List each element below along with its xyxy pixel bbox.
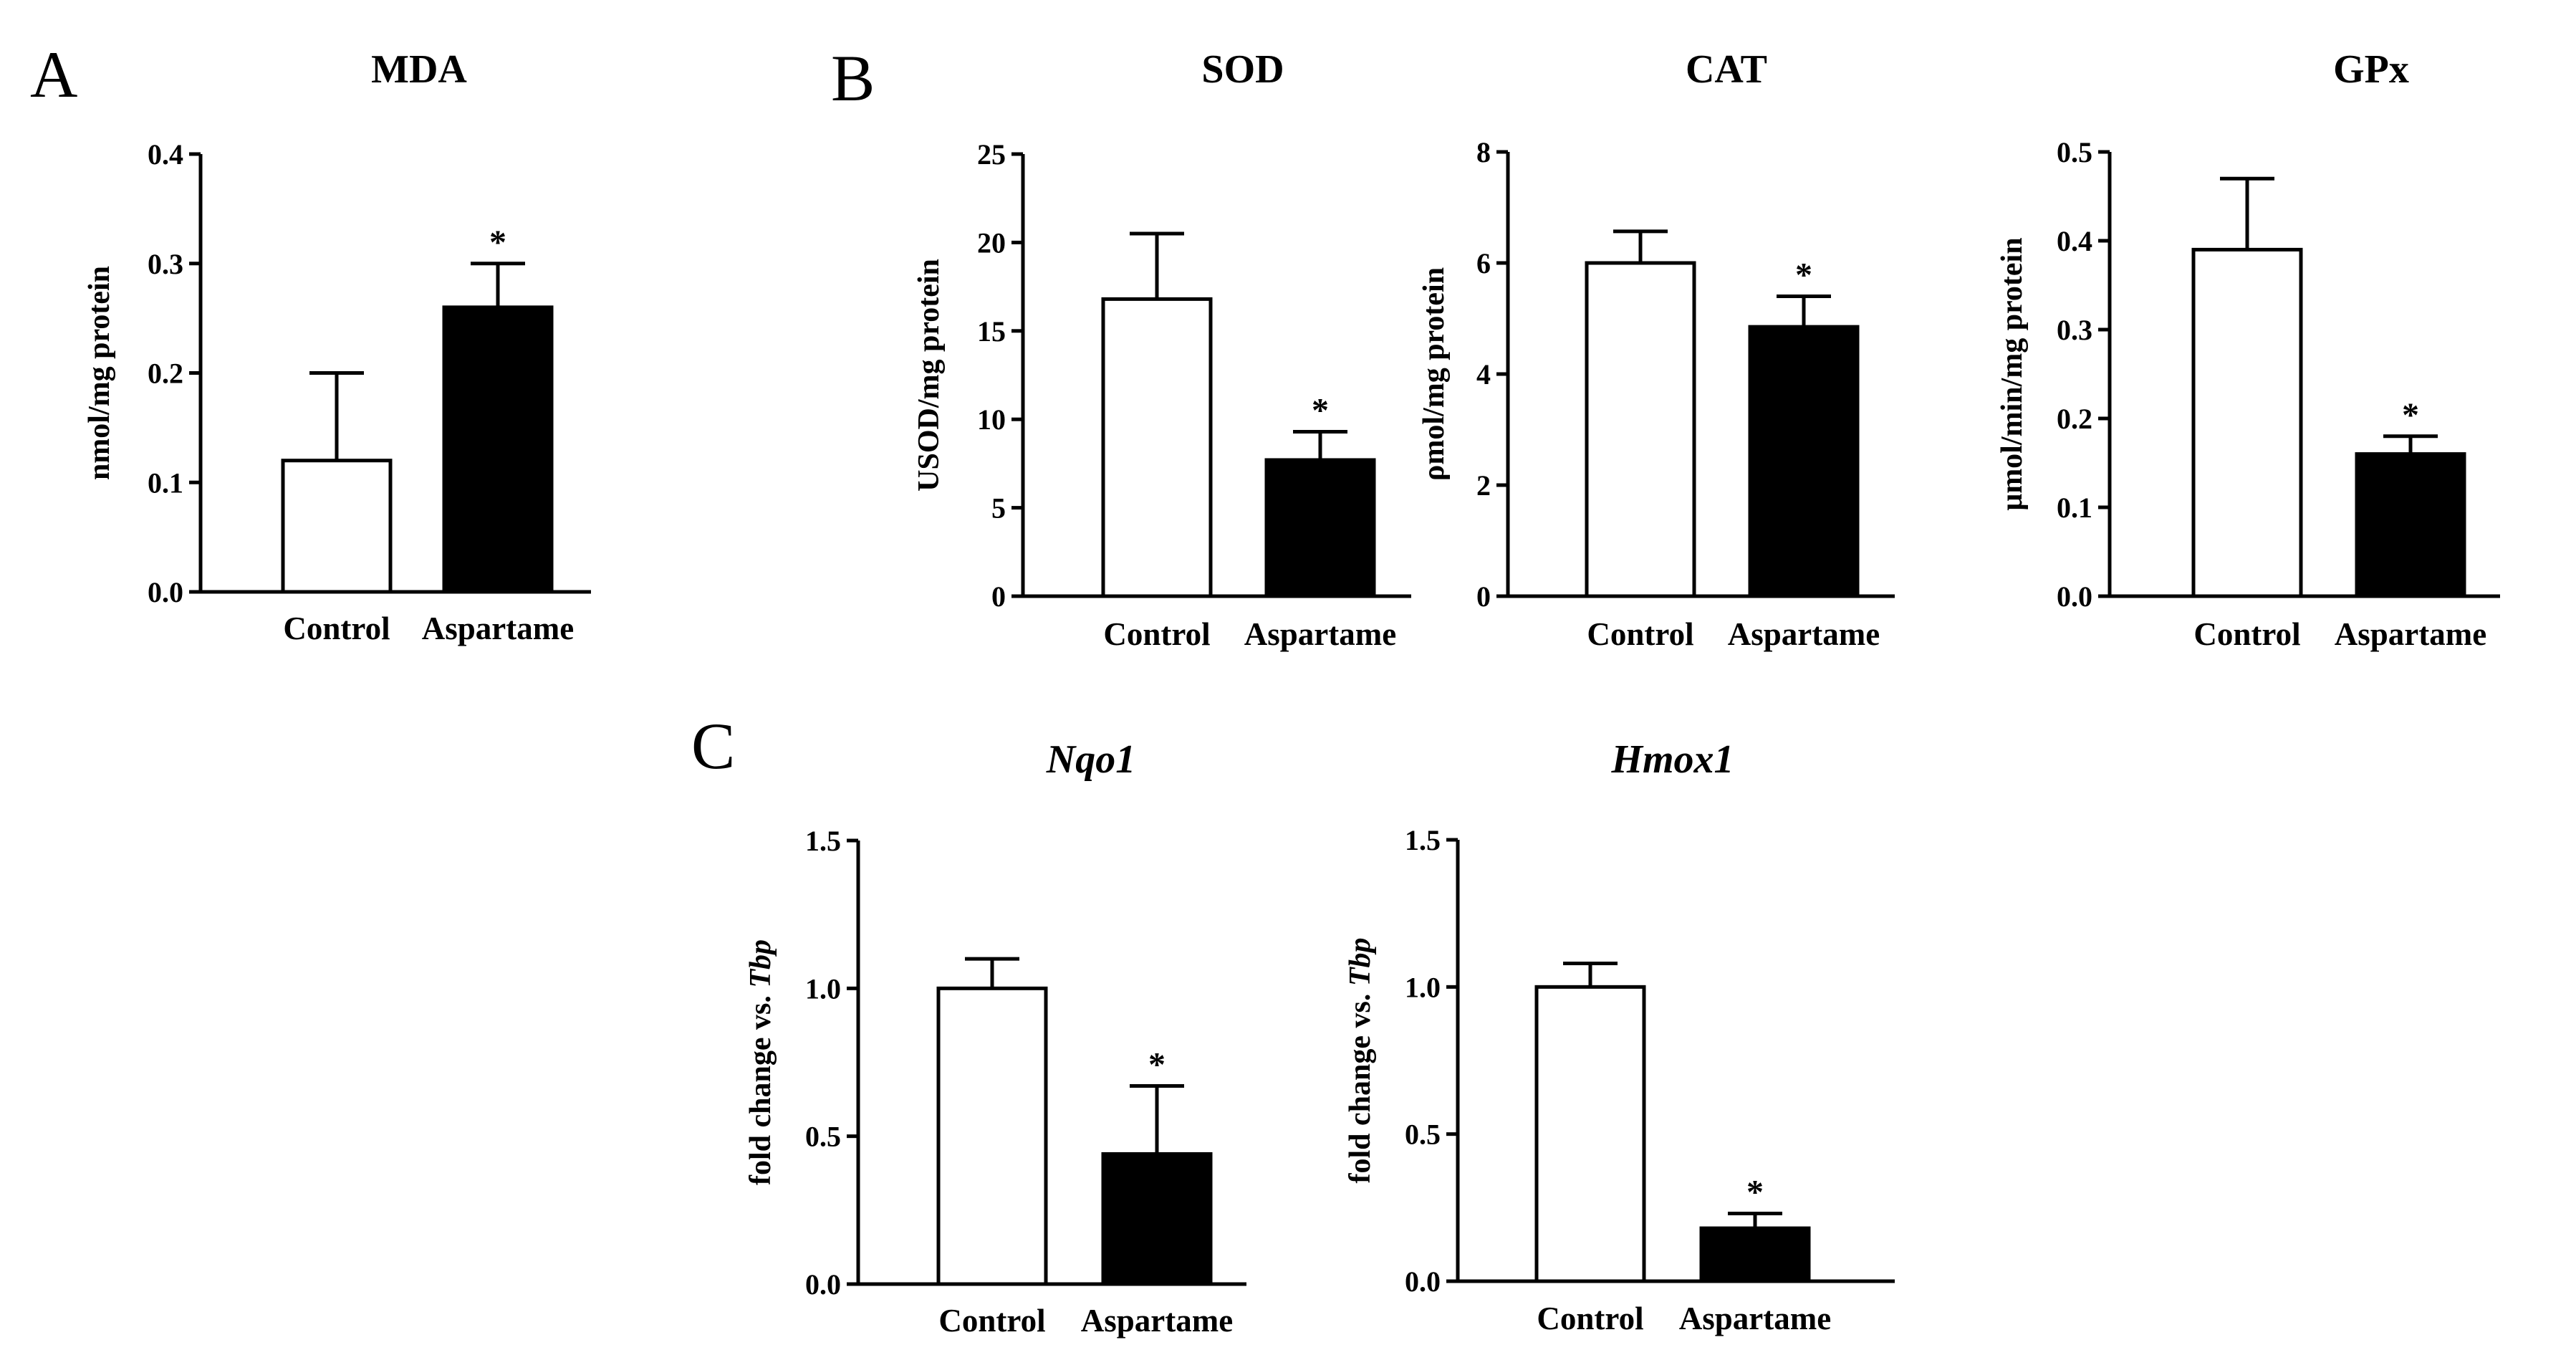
y-axis-label-text: fold change vs.: [744, 995, 777, 1185]
y-tick-label: 8: [1476, 136, 1491, 168]
category-label: Control: [1103, 616, 1210, 652]
bar-aspartame: [1264, 458, 1376, 598]
y-tick-label: 0.3: [148, 248, 183, 280]
chart-title: CAT: [1686, 47, 1767, 92]
bar-control: [936, 986, 1048, 1286]
y-axis-label-text: USOD/mg protein: [913, 259, 946, 492]
significance-marker: *: [1795, 257, 1812, 295]
significance-marker: *: [2402, 396, 2419, 434]
bar-aspartame: [2355, 452, 2466, 598]
y-tick-label: 0.2: [148, 358, 183, 390]
y-tick-label: 2: [1476, 469, 1491, 502]
y-tick-label: 0.4: [148, 138, 183, 171]
category-label: Aspartame: [1081, 1303, 1233, 1339]
chart-sod: SOD USOD/mg protein 0 5 10 15 20 25 Control * Aspa…: [913, 47, 1411, 652]
bar-control: [1585, 261, 1696, 598]
chart-title: Hmox1: [1610, 737, 1734, 782]
bar-control: [281, 459, 393, 594]
category-label: Control: [1587, 616, 1693, 652]
significance-marker: *: [489, 224, 506, 262]
charts-group: MDA nmol/mg protein 0.0 0.1 0.2 0.3 0.4 Control…: [83, 47, 2500, 1339]
y-axis-label-text: ρmol/mg protein: [1418, 267, 1451, 481]
y-tick-label: 0.1: [2057, 492, 2092, 524]
category-label: Control: [2193, 616, 2300, 652]
y-axis-label: fold change vs. Tbp: [744, 939, 777, 1185]
significance-marker: *: [1312, 391, 1329, 429]
significance-marker: *: [1746, 1174, 1764, 1212]
panel-letter-c: C: [691, 709, 735, 782]
y-tick-label: 1.5: [805, 825, 841, 857]
y-tick-label: 0.2: [2057, 403, 2092, 435]
y-axis-label: fold change vs. Tbp: [1344, 937, 1377, 1183]
category-label: Aspartame: [422, 611, 574, 646]
bar-aspartame: [442, 305, 554, 594]
category-label: Control: [1537, 1301, 1643, 1336]
category-label: Aspartame: [1728, 616, 1880, 652]
y-tick-label: 1.0: [805, 972, 841, 1005]
y-tick-label: 0.0: [1405, 1265, 1441, 1298]
chart-gpx: GPx μmol/min/mg protein 0.0 0.1 0.2 0.3 0.4 0.5…: [1996, 47, 2500, 652]
y-axis-label: USOD/mg protein: [913, 259, 946, 492]
y-tick-label: 1.5: [1405, 824, 1441, 856]
category-label: Aspartame: [1244, 616, 1396, 652]
y-tick-label: 25: [977, 138, 1006, 171]
y-tick-label: 1.0: [1405, 971, 1441, 1003]
y-tick-label: 0.5: [805, 1121, 841, 1153]
bar-aspartame: [1699, 1226, 1811, 1283]
y-tick-label: 0.3: [2057, 314, 2092, 346]
y-tick-label: 4: [1476, 358, 1491, 391]
bar-aspartame: [1748, 325, 1860, 598]
y-tick-label: 15: [977, 315, 1006, 348]
y-tick-label: 20: [977, 226, 1006, 259]
y-tick-label: 0: [991, 580, 1006, 613]
y-tick-label: 0.0: [805, 1268, 841, 1301]
y-tick-label: 0.0: [148, 576, 183, 608]
chart-hmox1: Hmox1 fold change vs. Tbp 0.0 0.5 1.0 1.5 Cont…: [1344, 737, 1895, 1336]
bar-control: [1534, 985, 1646, 1283]
y-tick-label: 0.1: [148, 466, 183, 499]
chart-title: Nqo1: [1046, 737, 1135, 782]
y-axis-label-text: nmol/mg protein: [83, 266, 116, 480]
bar-aspartame: [1101, 1152, 1213, 1286]
y-tick-label: 10: [977, 403, 1006, 436]
chart-mda: MDA nmol/mg protein 0.0 0.1 0.2 0.3 0.4 Control…: [83, 47, 591, 646]
y-tick-label: 5: [991, 492, 1006, 525]
y-tick-label: 0.4: [2057, 225, 2092, 257]
y-axis-label: μmol/min/mg protein: [1996, 237, 2029, 510]
chart-title: GPx: [2333, 47, 2409, 92]
y-tick-label: 0: [1476, 580, 1491, 613]
y-tick-label: 0.0: [2057, 580, 2092, 613]
category-label: Aspartame: [1679, 1301, 1831, 1336]
chart-title: MDA: [371, 47, 467, 92]
category-label: Aspartame: [2335, 616, 2486, 652]
bar-control: [1101, 297, 1213, 598]
panel-letter-a: A: [30, 38, 77, 111]
y-axis-label: nmol/mg protein: [83, 266, 116, 480]
chart-nqo1: Nqo1 fold change vs. Tbp 0.0 0.5 1.0 1.5 Contr…: [744, 737, 1246, 1339]
y-axis-label-suffix: Tbp: [1344, 937, 1377, 993]
category-label: Control: [283, 611, 390, 646]
category-label: Control: [938, 1303, 1045, 1339]
y-axis-label-text: μmol/min/mg protein: [1996, 237, 2029, 510]
y-tick-label: 0.5: [1405, 1119, 1441, 1151]
y-tick-label: 0.5: [2057, 136, 2092, 168]
y-axis-label-text: fold change vs.: [1344, 994, 1377, 1184]
y-axis-label-suffix: Tbp: [744, 939, 777, 995]
bar-control: [2191, 247, 2303, 598]
panel-letter-b: B: [831, 42, 875, 115]
chart-title: SOD: [1201, 47, 1284, 92]
y-axis-label: ρmol/mg protein: [1418, 267, 1451, 481]
y-tick-label: 6: [1476, 247, 1491, 279]
chart-cat: CAT ρmol/mg protein 0 2 4 6 8 Control * Aspartame: [1418, 47, 1895, 652]
significance-marker: *: [1148, 1046, 1166, 1084]
